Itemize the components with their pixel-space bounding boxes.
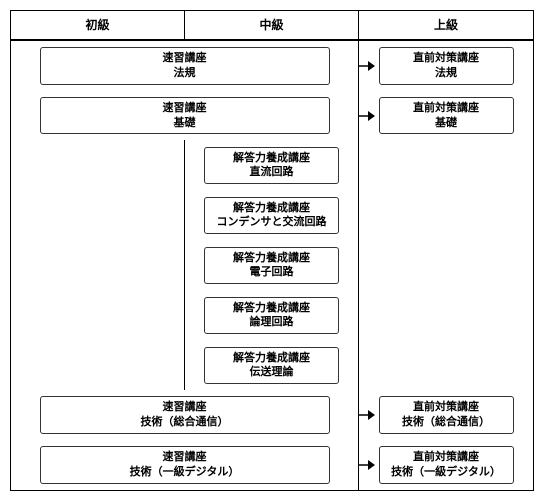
box-line2: 法規 (384, 66, 509, 81)
box-line2: 基礎 (45, 116, 325, 131)
box-line1: 直前対策講座 (413, 102, 479, 114)
header-beginner: 初級 (11, 11, 185, 40)
box-line1: 直前対策講座 (413, 401, 479, 413)
box-line1: 解答力養成講座 (233, 352, 310, 364)
box-line1: 解答力養成講座 (233, 152, 310, 164)
course-box: 直前対策講座 技術（一級デジタル） (379, 446, 514, 484)
box-line2: 技術（一級デジタル） (45, 465, 325, 480)
mid-center: 解答力養成講座 コンデンサと交流回路 (185, 190, 359, 240)
box-line1: 速習講座 (163, 102, 207, 114)
course-box: 速習講座 技術（一級デジタル） (40, 446, 330, 484)
mid-left-empty (11, 290, 185, 340)
mid-left-empty (11, 240, 185, 290)
box-line1: 速習講座 (163, 451, 207, 463)
course-box: 速習講座 基礎 (40, 97, 330, 135)
header-intermediate: 中級 (185, 11, 359, 40)
arrow-icon (358, 110, 375, 122)
box-line1: 解答力養成講座 (233, 252, 310, 264)
mid-center: 解答力養成講座 伝送理論 (185, 340, 359, 390)
box-line1: 解答力養成講座 (233, 202, 310, 214)
mid-left-empty (11, 340, 185, 390)
box-line1: 速習講座 (163, 401, 207, 413)
arrow-icon (358, 409, 375, 421)
box-line2: 法規 (45, 66, 325, 81)
box-line2: 論理回路 (209, 315, 334, 330)
arrow-icon (358, 459, 375, 471)
box-line2: 基礎 (384, 116, 509, 131)
course-box: 解答力養成講座 電子回路 (204, 247, 339, 285)
box-line1: 解答力養成講座 (233, 302, 310, 314)
course-grid: 初級 中級 上級 (10, 10, 534, 41)
mid-left-empty (11, 140, 185, 190)
mid-left-empty (11, 190, 185, 240)
box-line2: 電子回路 (209, 265, 334, 280)
row-9-left-span: 速習講座 技術（一級デジタル） (11, 440, 359, 490)
box-line2: 技術（総合通信） (45, 415, 325, 430)
course-box: 解答力養成講座 直流回路 (204, 147, 339, 185)
course-box: 直前対策講座 基礎 (379, 97, 514, 135)
row-1-left-span: 速習講座 法規 (11, 41, 359, 91)
mid-center: 解答力養成講座 電子回路 (185, 240, 359, 290)
row-2-right: 直前対策講座 基礎 (359, 91, 533, 141)
mid-right-empty (359, 140, 533, 190)
row-2-left-span: 速習講座 基礎 (11, 91, 359, 141)
course-box: 解答力養成講座 伝送理論 (204, 347, 339, 385)
mid-right-empty (359, 340, 533, 390)
course-box: 直前対策講座 法規 (379, 47, 514, 85)
row-8-right: 直前対策講座 技術（総合通信） (359, 390, 533, 440)
box-line1: 直前対策講座 (413, 52, 479, 64)
box-line2: 技術（一級デジタル） (384, 465, 509, 480)
box-line2: 伝送理論 (209, 365, 334, 380)
mid-center: 解答力養成講座 論理回路 (185, 290, 359, 340)
mid-right-empty (359, 240, 533, 290)
box-line2: コンデンサと交流回路 (209, 215, 334, 230)
course-box: 直前対策講座 技術（総合通信） (379, 396, 514, 434)
box-line1: 速習講座 (163, 52, 207, 64)
course-body: 速習講座 法規 直前対策講座 法規 速習講座 基礎 直前対策講座 基礎 (10, 41, 534, 491)
box-line2: 技術（総合通信） (384, 415, 509, 430)
row-1-right: 直前対策講座 法規 (359, 41, 533, 91)
course-box: 解答力養成講座 論理回路 (204, 297, 339, 335)
mid-right-empty (359, 190, 533, 240)
box-line2: 直流回路 (209, 165, 334, 180)
course-box: 速習講座 技術（総合通信） (40, 396, 330, 434)
row-9-right: 直前対策講座 技術（一級デジタル） (359, 440, 533, 490)
mid-right-empty (359, 290, 533, 340)
course-box: 解答力養成講座 コンデンサと交流回路 (204, 197, 339, 235)
header-advanced: 上級 (359, 11, 533, 40)
course-box: 速習講座 法規 (40, 47, 330, 85)
arrow-icon (358, 60, 375, 72)
row-8-left-span: 速習講座 技術（総合通信） (11, 390, 359, 440)
box-line1: 直前対策講座 (413, 451, 479, 463)
mid-center: 解答力養成講座 直流回路 (185, 140, 359, 190)
